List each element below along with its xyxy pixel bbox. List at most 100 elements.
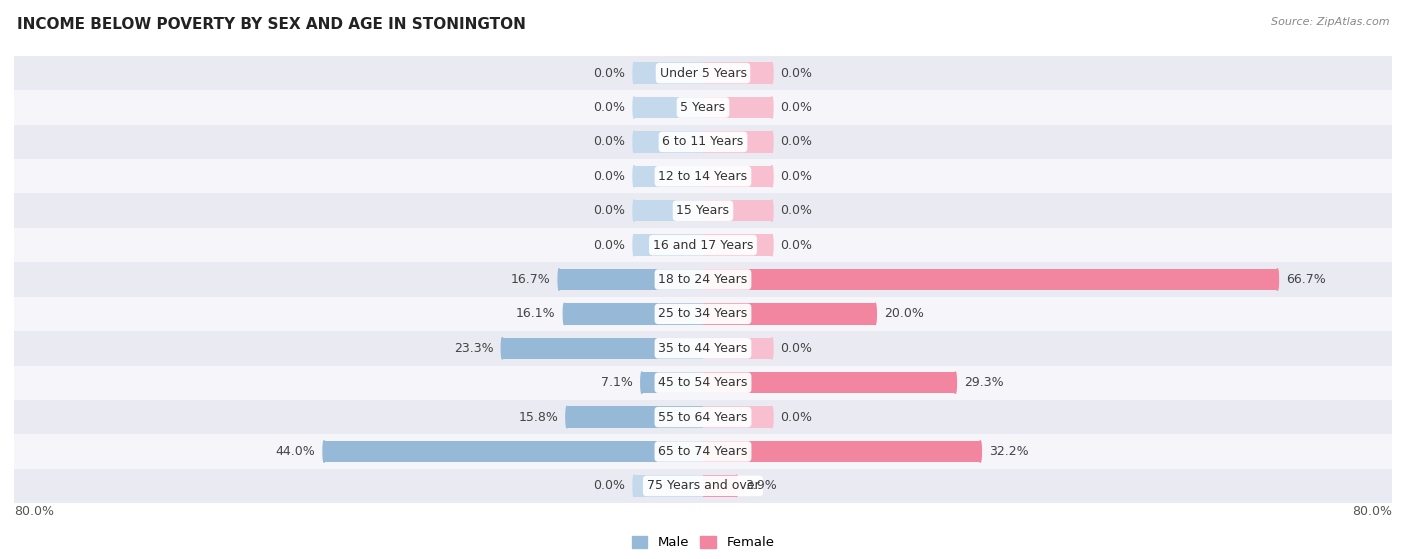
- Ellipse shape: [633, 97, 636, 118]
- Bar: [14, 468, 1392, 503]
- Bar: [14, 262, 1392, 297]
- Text: 45 to 54 Years: 45 to 54 Years: [658, 376, 748, 389]
- Ellipse shape: [770, 338, 773, 359]
- Bar: [14, 56, 1392, 91]
- Bar: [703, 338, 772, 359]
- Text: 0.0%: 0.0%: [593, 204, 626, 217]
- Text: 16.7%: 16.7%: [510, 273, 551, 286]
- Bar: [634, 131, 703, 153]
- Ellipse shape: [875, 303, 876, 325]
- Text: 3.9%: 3.9%: [745, 480, 778, 492]
- Text: 15 Years: 15 Years: [676, 204, 730, 217]
- Ellipse shape: [565, 406, 568, 428]
- Bar: [567, 406, 703, 428]
- Text: 0.0%: 0.0%: [780, 67, 813, 79]
- Text: 32.2%: 32.2%: [988, 445, 1029, 458]
- Bar: [14, 434, 1392, 468]
- Ellipse shape: [979, 441, 981, 462]
- Bar: [703, 269, 1278, 290]
- Ellipse shape: [770, 165, 773, 187]
- Ellipse shape: [633, 234, 636, 256]
- Bar: [703, 441, 980, 462]
- Bar: [703, 475, 737, 496]
- Ellipse shape: [770, 131, 773, 153]
- Bar: [703, 303, 875, 325]
- Text: 35 to 44 Years: 35 to 44 Years: [658, 342, 748, 355]
- Text: 0.0%: 0.0%: [780, 135, 813, 148]
- Text: 0.0%: 0.0%: [780, 342, 813, 355]
- Bar: [14, 159, 1392, 193]
- Text: 66.7%: 66.7%: [1286, 273, 1326, 286]
- Text: 20.0%: 20.0%: [884, 307, 924, 320]
- Ellipse shape: [564, 303, 565, 325]
- Bar: [634, 165, 703, 187]
- Bar: [502, 338, 703, 359]
- Ellipse shape: [955, 372, 956, 394]
- Bar: [14, 297, 1392, 331]
- Ellipse shape: [1277, 269, 1278, 290]
- Text: 55 to 64 Years: 55 to 64 Years: [658, 411, 748, 424]
- Bar: [703, 234, 772, 256]
- Text: 65 to 74 Years: 65 to 74 Years: [658, 445, 748, 458]
- Bar: [14, 125, 1392, 159]
- Ellipse shape: [641, 372, 643, 394]
- Ellipse shape: [770, 97, 773, 118]
- Bar: [703, 406, 772, 428]
- Bar: [14, 91, 1392, 125]
- Bar: [634, 200, 703, 221]
- Text: 0.0%: 0.0%: [593, 239, 626, 252]
- Bar: [634, 63, 703, 84]
- Bar: [703, 200, 772, 221]
- Text: 6 to 11 Years: 6 to 11 Years: [662, 135, 744, 148]
- Bar: [703, 97, 772, 118]
- Ellipse shape: [633, 63, 636, 84]
- Bar: [14, 193, 1392, 228]
- Text: 44.0%: 44.0%: [276, 445, 315, 458]
- Text: 0.0%: 0.0%: [593, 101, 626, 114]
- Text: INCOME BELOW POVERTY BY SEX AND AGE IN STONINGTON: INCOME BELOW POVERTY BY SEX AND AGE IN S…: [17, 17, 526, 32]
- Text: 0.0%: 0.0%: [780, 239, 813, 252]
- Bar: [703, 372, 955, 394]
- Ellipse shape: [633, 200, 636, 221]
- Ellipse shape: [633, 131, 636, 153]
- Text: 80.0%: 80.0%: [1353, 505, 1392, 518]
- Ellipse shape: [558, 269, 560, 290]
- Ellipse shape: [323, 441, 325, 462]
- Text: 0.0%: 0.0%: [780, 411, 813, 424]
- Text: 75 Years and over: 75 Years and over: [647, 480, 759, 492]
- Text: 0.0%: 0.0%: [593, 170, 626, 183]
- Text: 0.0%: 0.0%: [593, 67, 626, 79]
- Bar: [643, 372, 703, 394]
- Text: 0.0%: 0.0%: [593, 480, 626, 492]
- Bar: [703, 131, 772, 153]
- Bar: [14, 400, 1392, 434]
- Text: 0.0%: 0.0%: [780, 101, 813, 114]
- Ellipse shape: [770, 63, 773, 84]
- Legend: Male, Female: Male, Female: [626, 530, 780, 555]
- Bar: [323, 441, 703, 462]
- Text: 5 Years: 5 Years: [681, 101, 725, 114]
- Text: 7.1%: 7.1%: [602, 376, 633, 389]
- Text: Under 5 Years: Under 5 Years: [659, 67, 747, 79]
- Bar: [634, 475, 703, 496]
- Text: 12 to 14 Years: 12 to 14 Years: [658, 170, 748, 183]
- Text: 23.3%: 23.3%: [454, 342, 494, 355]
- Ellipse shape: [770, 406, 773, 428]
- Text: 15.8%: 15.8%: [519, 411, 558, 424]
- Text: Source: ZipAtlas.com: Source: ZipAtlas.com: [1271, 17, 1389, 27]
- Bar: [703, 165, 772, 187]
- Text: 0.0%: 0.0%: [780, 204, 813, 217]
- Bar: [14, 366, 1392, 400]
- Ellipse shape: [633, 165, 636, 187]
- Text: 25 to 34 Years: 25 to 34 Years: [658, 307, 748, 320]
- Text: 18 to 24 Years: 18 to 24 Years: [658, 273, 748, 286]
- Bar: [634, 234, 703, 256]
- Ellipse shape: [735, 475, 738, 496]
- Ellipse shape: [633, 475, 636, 496]
- Text: 0.0%: 0.0%: [593, 135, 626, 148]
- Bar: [14, 331, 1392, 366]
- Text: 0.0%: 0.0%: [780, 170, 813, 183]
- Ellipse shape: [770, 234, 773, 256]
- Bar: [703, 63, 772, 84]
- Text: 16.1%: 16.1%: [516, 307, 555, 320]
